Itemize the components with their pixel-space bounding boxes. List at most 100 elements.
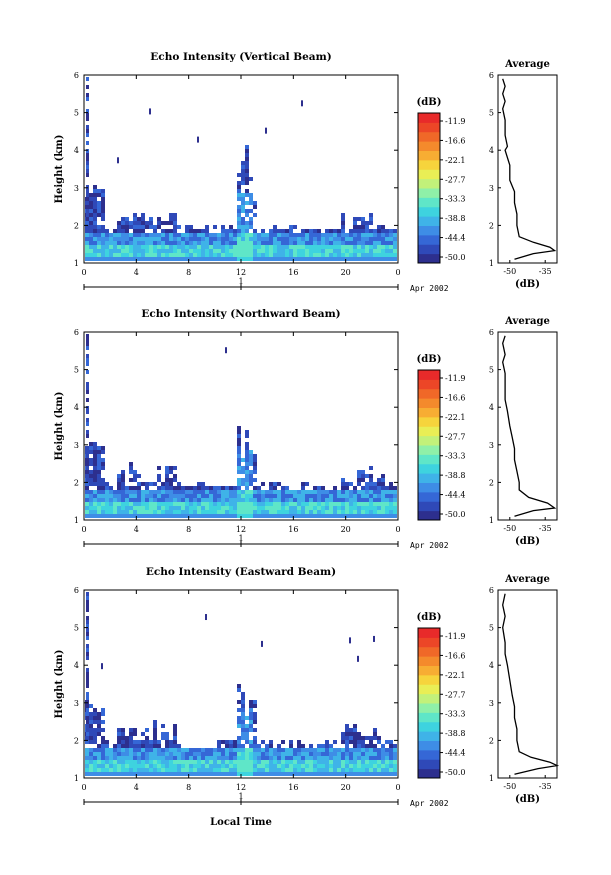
heatmap-cell xyxy=(245,209,249,213)
heatmap-cell xyxy=(337,752,341,756)
colorbar-label: -38.8 xyxy=(445,214,466,223)
heatmap-cell xyxy=(105,740,109,744)
heatmap-cell xyxy=(365,229,369,233)
heatmap-cell xyxy=(86,716,89,720)
heatmap-cell xyxy=(261,237,265,241)
heatmap-cell xyxy=(93,764,97,768)
heatmap-cell xyxy=(241,712,245,716)
heatmap-cell xyxy=(93,736,97,740)
heatmap-cell xyxy=(373,241,377,245)
colorbar-unit: (dB) xyxy=(417,354,442,365)
colorbar-swatch xyxy=(418,407,440,418)
heatmap-cell xyxy=(97,482,101,486)
heatmap-cell xyxy=(357,478,361,482)
heatmap-cell xyxy=(201,486,205,490)
heatmap-cell xyxy=(349,740,353,744)
heatmap-cell xyxy=(85,748,89,752)
heatmap-cell xyxy=(393,764,397,768)
heatmap-cell xyxy=(117,506,121,510)
heatmap-cell xyxy=(245,458,249,462)
heatmap-cell xyxy=(345,748,349,752)
heatmap-cell xyxy=(289,490,293,494)
heatmap-cell xyxy=(97,494,101,498)
heatmap-cell xyxy=(161,494,165,498)
heatmap-cell xyxy=(217,245,221,249)
heatmap-cell xyxy=(261,245,265,249)
heatmap-cell xyxy=(389,241,393,245)
heatmap-cell xyxy=(241,225,245,229)
heatmap-cell xyxy=(85,462,89,466)
colorbar-swatch xyxy=(418,473,440,483)
heatmap-cell xyxy=(325,752,329,756)
heatmap-cell xyxy=(133,756,137,760)
heatmap-cell xyxy=(393,514,397,518)
heatmap-cell xyxy=(249,490,253,494)
heatmap-cell xyxy=(253,736,257,740)
heatmap-cell xyxy=(89,450,93,454)
heatmap-cell xyxy=(89,740,93,744)
colorbar-label: -11.9 xyxy=(445,632,466,641)
heatmap-cell xyxy=(357,470,361,474)
heatmap-cell xyxy=(325,510,329,514)
heatmap-cell xyxy=(217,768,221,772)
heatmap-cell xyxy=(221,506,225,510)
month-label: Apr 2002 xyxy=(410,799,449,808)
heatmap-cell xyxy=(237,772,241,776)
heatmap-cell xyxy=(365,764,369,768)
heatmap-cell xyxy=(245,494,249,498)
heatmap-cell xyxy=(369,217,373,221)
heatmap-cell xyxy=(373,498,377,502)
heatmap-cell xyxy=(329,764,333,768)
heatmap-cell xyxy=(261,740,265,744)
heatmap-cell xyxy=(225,514,229,518)
heatmap-cell xyxy=(86,636,89,640)
heatmap-cell xyxy=(353,510,357,514)
heatmap-cell xyxy=(105,756,109,760)
heatmap-cell xyxy=(341,498,345,502)
heatmap-cell xyxy=(141,740,145,744)
heatmap-cell xyxy=(125,241,129,245)
heatmap-cell xyxy=(85,482,89,486)
heatmap-cell xyxy=(109,510,113,514)
heatmap-cell xyxy=(301,752,305,756)
heatmap-cell xyxy=(86,668,89,672)
heatmap-cell xyxy=(277,768,281,772)
heatmap-cell xyxy=(277,494,281,498)
heatmap-cell xyxy=(261,233,265,237)
heatmap-cell xyxy=(245,430,249,434)
heatmap-cell xyxy=(93,716,97,720)
heatmap-cell xyxy=(177,768,181,772)
heatmap-cell xyxy=(101,502,105,506)
colorbar-swatch xyxy=(418,510,440,521)
heatmap-cell xyxy=(301,744,305,748)
heatmap-cell xyxy=(161,498,165,502)
heatmap-cell xyxy=(101,764,105,768)
heatmap-cell xyxy=(281,257,285,261)
heatmap-cell xyxy=(86,700,89,704)
heatmap-cell xyxy=(205,506,209,510)
heatmap-cell xyxy=(97,474,101,478)
heatmap-cell xyxy=(357,760,361,764)
heatmap-cell xyxy=(377,514,381,518)
heatmap-cell xyxy=(249,482,253,486)
heatmap-cell xyxy=(309,748,313,752)
heatmap-cell xyxy=(305,498,309,502)
heatmap-cell xyxy=(253,233,257,237)
heatmap-cell xyxy=(97,450,101,454)
heatmap-cell xyxy=(161,514,165,518)
heatmap-cell xyxy=(125,744,129,748)
heatmap-cell xyxy=(133,514,137,518)
heatmap-cell xyxy=(201,241,205,245)
heatmap-cell xyxy=(245,165,249,169)
y-tick-label: 1 xyxy=(74,259,79,268)
heatmap-cell xyxy=(201,249,205,253)
heatmap-cell xyxy=(117,514,121,518)
heatmap-cell xyxy=(341,740,345,744)
colorbar-swatch xyxy=(418,131,440,142)
x-tick-label: 4 xyxy=(134,525,139,534)
heatmap-cell xyxy=(86,652,89,656)
heatmap-cell xyxy=(301,506,305,510)
heatmap-cell xyxy=(161,229,165,233)
heatmap-cell xyxy=(101,720,105,724)
heatmap-cell xyxy=(177,486,181,490)
